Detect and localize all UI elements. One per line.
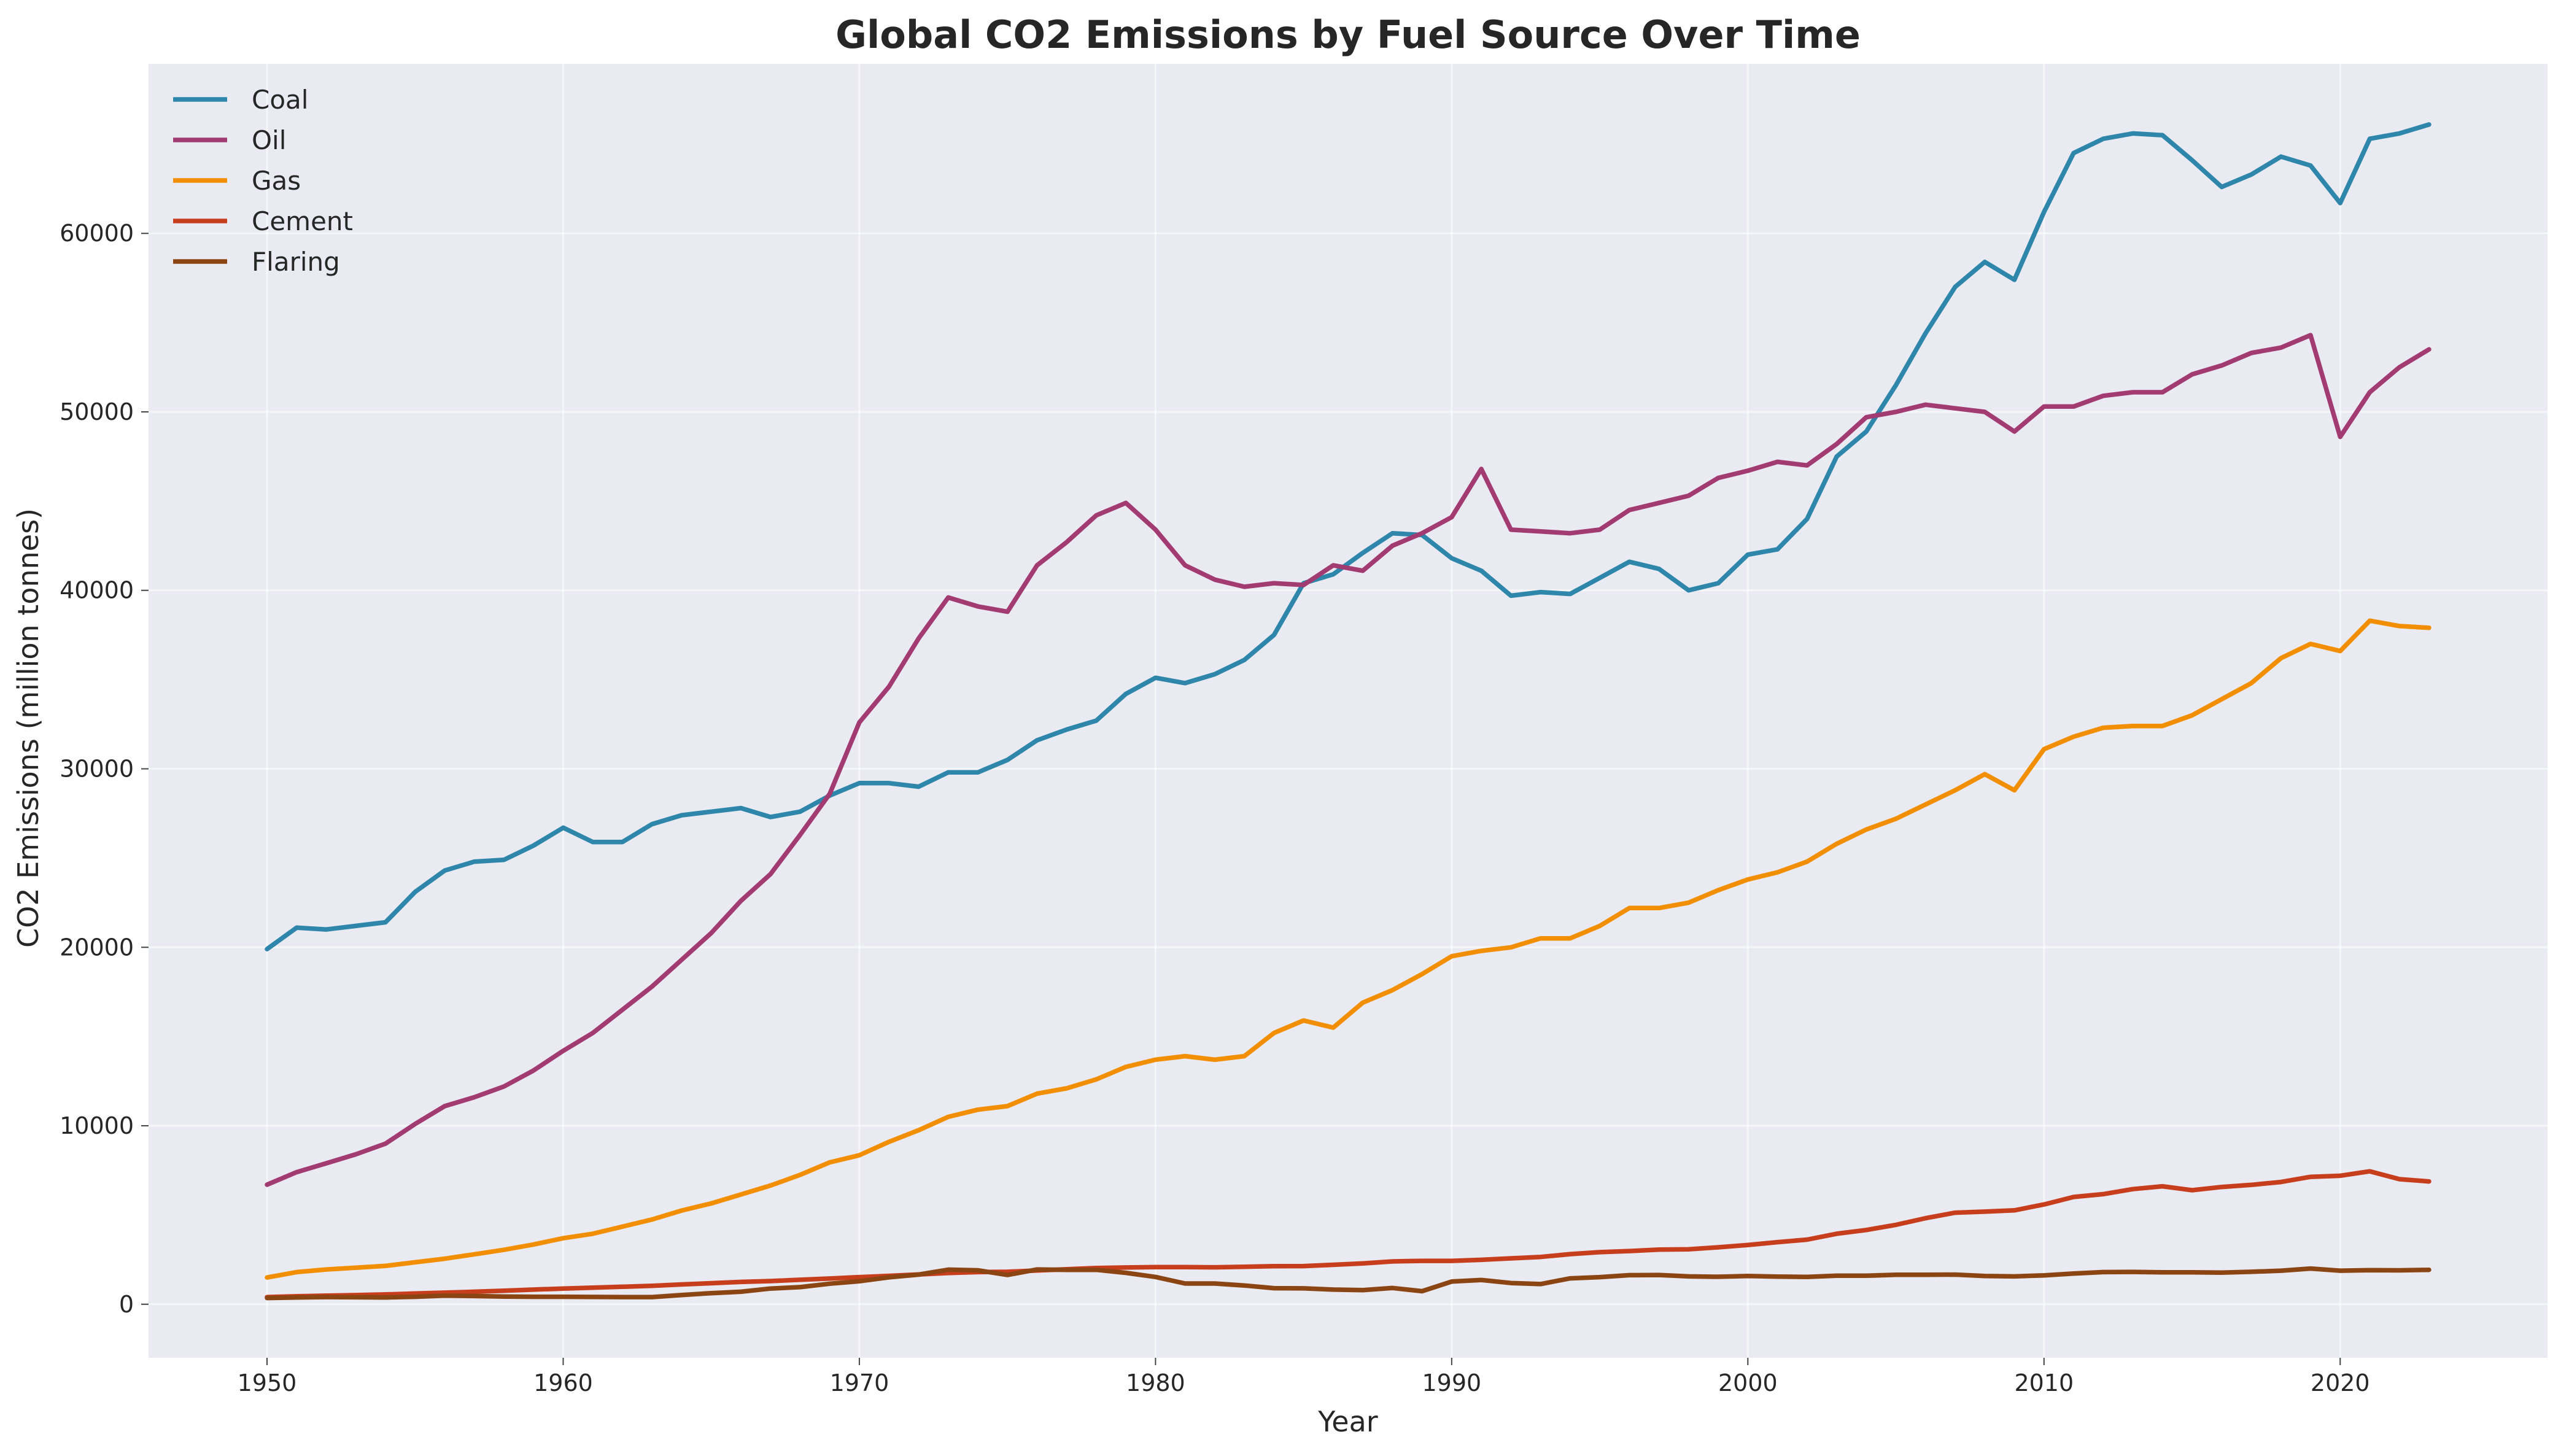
x-tick-label: 1950: [238, 1369, 297, 1396]
plot-area: [149, 64, 2547, 1358]
legend-label-flaring: Flaring: [252, 247, 340, 277]
series-line-coal: [265, 122, 2431, 951]
x-axis-label: Year: [1317, 1405, 1377, 1438]
x-tick-label: 1960: [533, 1369, 593, 1396]
y-tick-label: 30000: [60, 755, 134, 782]
legend-label-oil: Oil: [252, 125, 286, 155]
grid: [149, 64, 2547, 1358]
y-tick-label: 10000: [60, 1112, 134, 1139]
y-tick-label: 20000: [60, 934, 134, 961]
x-tick-label: 1970: [830, 1369, 889, 1396]
y-tick-label: 40000: [60, 577, 134, 604]
axes: 1950 1960 1970 1980 1990 2000 2010 2020 0 10000 20…: [60, 220, 2370, 1396]
y-tick-label: 60000: [60, 220, 134, 247]
y-tick-label: 50000: [60, 398, 134, 425]
legend-label-coal: Coal: [252, 85, 308, 115]
series-line-gas: [265, 618, 2431, 1280]
x-tick-label: 1980: [1126, 1369, 1185, 1396]
x-tick-label: 2010: [2014, 1369, 2074, 1396]
series-line-oil: [265, 333, 2431, 1187]
series-lines: [265, 122, 2431, 1301]
x-tick-label: 2020: [2311, 1369, 2370, 1396]
legend-label-gas: Gas: [252, 166, 301, 196]
series-line-cement: [265, 1169, 2431, 1299]
series-line-flaring: [265, 1266, 2431, 1301]
chart-title: Global CO2 Emissions by Fuel Source Over…: [835, 12, 1861, 57]
y-axis-label: CO2 Emissions (million tonnes): [12, 508, 45, 948]
x-tick-label: 1990: [1422, 1369, 1482, 1396]
legend-label-cement: Cement: [252, 206, 353, 236]
x-tick-label: 2000: [1718, 1369, 1778, 1396]
legend: Coal Oil Gas Cement Flaring: [173, 85, 353, 277]
y-tick-label: 0: [119, 1291, 134, 1318]
